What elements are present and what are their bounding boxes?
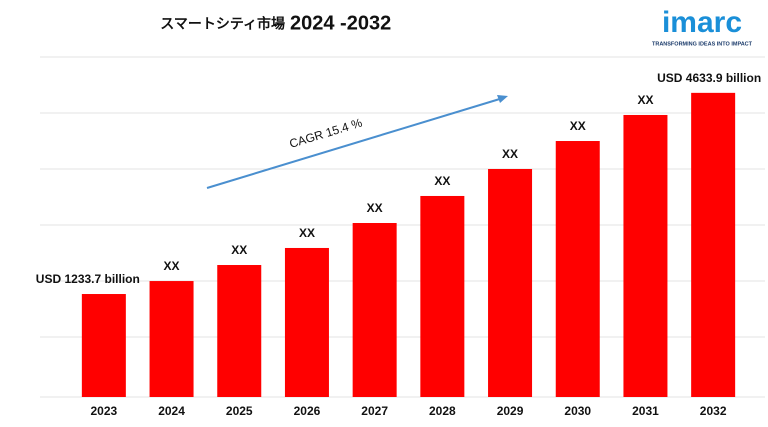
bar [691,92,736,397]
logo: imarc [662,6,742,39]
x-tick-label: 2026 [294,404,321,418]
chart-title-years: 2024 -2032 [290,12,391,34]
bar [555,141,600,397]
value-label: USD 1233.7 billion [36,272,140,286]
x-tick-label: 2024 [158,404,185,418]
x-tick-label: 2029 [497,404,524,418]
bar [149,281,194,397]
value-label: XX [231,243,247,257]
x-tick-label: 2027 [361,404,388,418]
x-tick-label: 2023 [90,404,117,418]
value-label: XX [570,119,586,133]
bar [420,195,465,397]
x-tick-label: 2031 [632,404,659,418]
chart-title: スマートシティ市場 [160,16,285,32]
x-tick-label: 2032 [700,404,727,418]
bar [352,223,397,397]
value-label: XX [502,147,518,161]
logo-tagline: TRANSFORMING IDEAS INTO IMPACT [652,41,753,47]
value-label: XX [434,174,450,188]
cagr-arrow [206,95,508,189]
value-label: USD 4633.9 billion [657,71,761,85]
bar [284,247,329,397]
x-tick-label: 2025 [226,404,253,418]
bar [217,265,262,397]
bar [81,294,126,397]
value-label: XX [164,259,180,273]
x-tick-label: 2028 [429,404,456,418]
bar [488,168,533,397]
cagr-annotation: CAGR 15.4 % [288,115,364,151]
value-label: XX [367,201,383,215]
x-tick-label: 2030 [564,404,591,418]
value-label: XX [637,93,653,107]
value-label: XX [299,226,315,240]
bar [623,114,668,397]
